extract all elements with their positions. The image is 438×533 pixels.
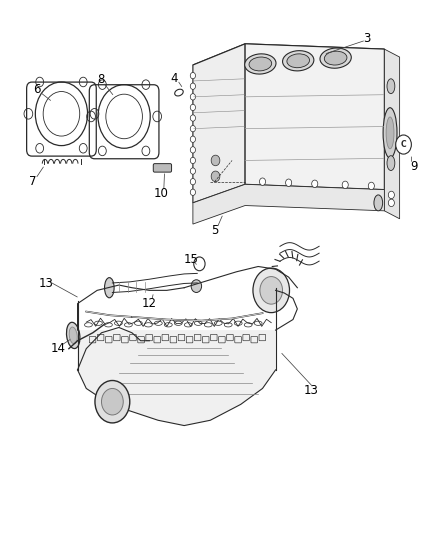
Text: 8: 8 <box>97 74 104 86</box>
Ellipse shape <box>287 54 310 68</box>
Circle shape <box>190 125 195 132</box>
Ellipse shape <box>245 54 276 74</box>
Circle shape <box>190 136 195 142</box>
Circle shape <box>191 280 201 293</box>
Circle shape <box>286 179 292 187</box>
Circle shape <box>396 135 411 154</box>
Circle shape <box>211 155 220 166</box>
Circle shape <box>190 189 195 196</box>
Circle shape <box>342 181 348 189</box>
Text: 3: 3 <box>363 32 371 45</box>
Circle shape <box>190 157 195 164</box>
Text: 13: 13 <box>39 277 53 290</box>
Ellipse shape <box>386 117 394 149</box>
Polygon shape <box>78 330 276 425</box>
Circle shape <box>253 268 290 313</box>
Polygon shape <box>193 184 385 224</box>
Circle shape <box>190 72 195 79</box>
Circle shape <box>211 171 220 182</box>
Text: 13: 13 <box>304 384 319 397</box>
Text: 6: 6 <box>33 84 41 96</box>
Circle shape <box>190 179 195 185</box>
Circle shape <box>102 389 123 415</box>
Text: 7: 7 <box>29 175 36 188</box>
Ellipse shape <box>383 108 397 158</box>
Circle shape <box>190 94 195 100</box>
Circle shape <box>389 199 394 207</box>
Ellipse shape <box>69 327 77 344</box>
Polygon shape <box>245 44 385 190</box>
Polygon shape <box>193 44 385 70</box>
Polygon shape <box>193 44 245 203</box>
Text: 5: 5 <box>211 224 218 238</box>
Circle shape <box>190 168 195 174</box>
Ellipse shape <box>387 79 395 94</box>
Circle shape <box>389 191 394 199</box>
Circle shape <box>190 147 195 153</box>
Text: 12: 12 <box>142 297 157 310</box>
Ellipse shape <box>320 48 351 68</box>
Circle shape <box>95 381 130 423</box>
Ellipse shape <box>374 195 383 211</box>
Text: 10: 10 <box>154 188 169 200</box>
Ellipse shape <box>67 322 80 349</box>
Text: 4: 4 <box>171 72 178 85</box>
Ellipse shape <box>283 51 314 71</box>
Circle shape <box>190 115 195 121</box>
Polygon shape <box>385 49 399 219</box>
Ellipse shape <box>324 51 347 65</box>
Text: C: C <box>401 140 406 149</box>
Ellipse shape <box>387 156 395 171</box>
Text: 14: 14 <box>50 342 65 355</box>
Ellipse shape <box>249 57 272 71</box>
Ellipse shape <box>105 278 114 298</box>
Circle shape <box>190 83 195 90</box>
Text: 15: 15 <box>184 253 199 266</box>
Circle shape <box>312 180 318 188</box>
Circle shape <box>259 178 265 185</box>
Circle shape <box>260 277 283 304</box>
FancyBboxPatch shape <box>153 164 172 172</box>
Circle shape <box>190 104 195 111</box>
Text: 9: 9 <box>410 160 418 173</box>
Circle shape <box>368 182 374 190</box>
